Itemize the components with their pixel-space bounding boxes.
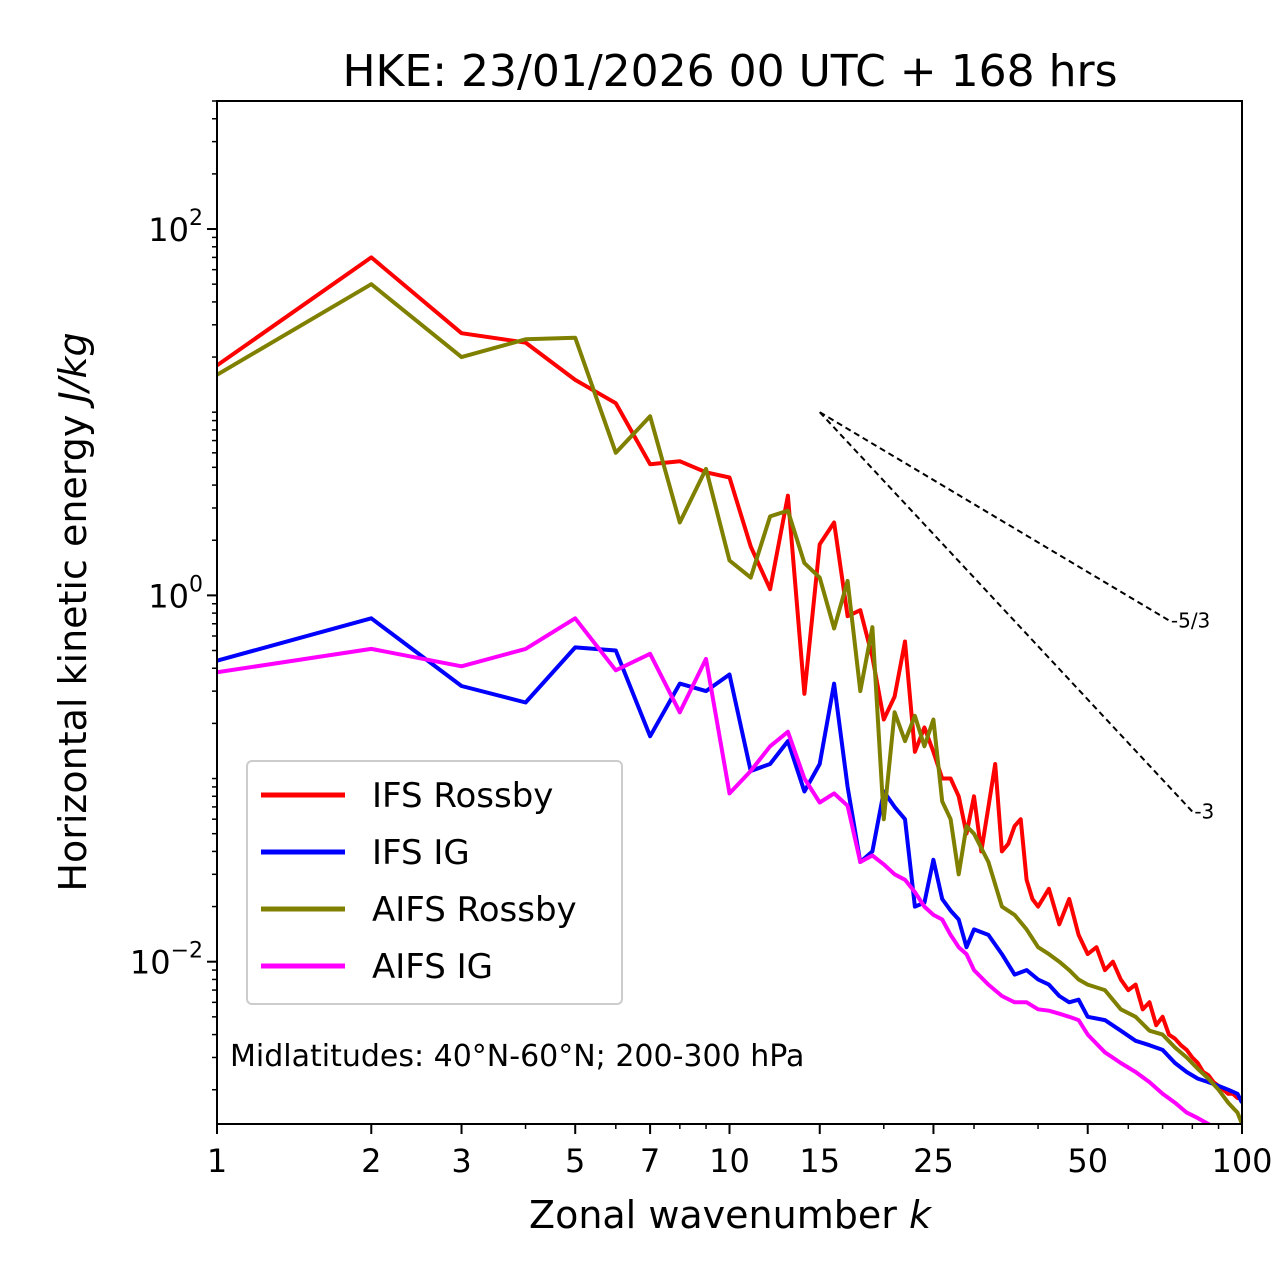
legend-box (246, 760, 623, 1005)
region-annotation: Midlatitudes: 40°N-60°N; 200-300 hPa (230, 1039, 804, 1074)
reference-slope-line-0 (819, 411, 1170, 622)
legend-label-0: IFS Rossby (372, 776, 553, 816)
x-tick-label: 25 (913, 1142, 954, 1180)
x-tick-label: 15 (799, 1142, 840, 1180)
reference-slopes: -5/3 -3 (819, 411, 1214, 824)
x-axis-ticks: 1 2 3 5 7 10 15 25 50 100 (207, 1124, 1273, 1180)
reference-slope-label-1: -3 (1194, 800, 1214, 824)
legend-label-2: AIFS Rossby (372, 890, 577, 930)
reference-slope-label-0: -5/3 (1171, 608, 1210, 632)
series-line-2 (217, 282, 1242, 1124)
x-tick-label: 1 (207, 1142, 227, 1180)
y-tick-label: 10−2 (130, 939, 203, 982)
y-tick-label: 100 (148, 572, 203, 615)
legend: IFS Rossby IFS IG AIFS Rossby AIFS IG (246, 760, 623, 1005)
x-tick-label: 10 (709, 1142, 750, 1180)
x-tick-label: 100 (1211, 1142, 1272, 1180)
x-tick-label: 5 (565, 1142, 585, 1180)
x-tick-label: 50 (1067, 1142, 1108, 1180)
reference-slope-line-1 (819, 411, 1194, 813)
series-line-0 (217, 255, 1242, 1101)
y-axis-label-text: Horizontal kinetic energy (51, 403, 95, 892)
series-line-3 (217, 616, 1213, 1124)
x-tick-label: 3 (451, 1142, 471, 1180)
x-axis-label-var: k (909, 1193, 933, 1237)
legend-label-1: IFS IG (372, 833, 470, 873)
y-axis-label-unit: J/kg (51, 332, 95, 409)
x-tick-label: 7 (640, 1142, 660, 1180)
chart-title: HKE: 23/01/2026 00 UTC + 168 hrs (342, 46, 1117, 97)
y-tick-label: 102 (148, 206, 203, 249)
legend-label-3: AIFS IG (372, 947, 493, 987)
series-line-1 (217, 616, 1242, 1104)
series-layer (217, 255, 1242, 1124)
y-axis-label: Horizontal kinetic energy J/kg (51, 332, 95, 891)
x-axis-label-text: Zonal wavenumber (529, 1193, 909, 1237)
x-axis-label: Zonal wavenumber k (529, 1193, 933, 1237)
x-tick-label: 2 (361, 1142, 381, 1180)
y-axis-ticks: 10−2 100 102 (130, 100, 217, 1091)
